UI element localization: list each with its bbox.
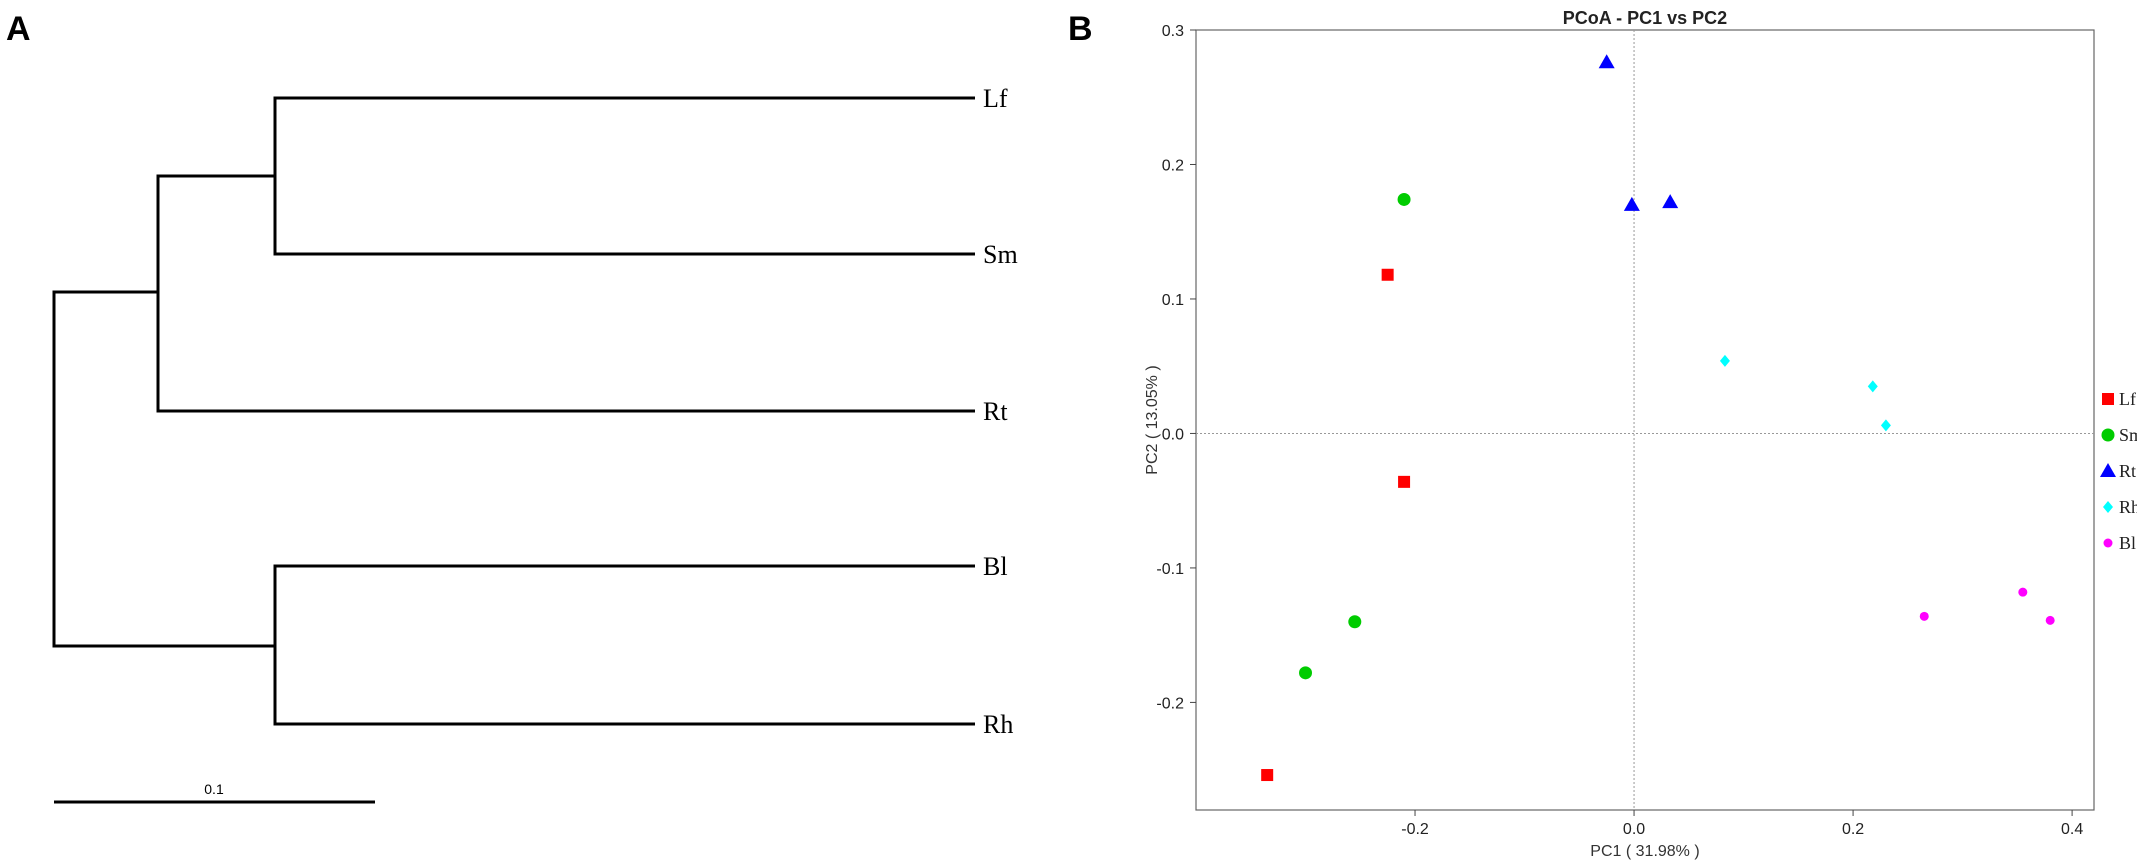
point-sm [1397,192,1411,206]
point-bl [2045,615,2055,625]
plot-area [1195,29,2095,811]
y-axis: -0.2 -0.1 0.0 0.1 0.2 0.3 [1156,23,1196,712]
point-lf [1261,769,1274,782]
legend-label-rt: Rt [2119,461,2136,481]
x-axis-title: PC1 ( 31.98% ) [1590,843,1699,860]
data-points [1261,54,2055,782]
x-tick-label: 0.2 [1842,821,1864,838]
point-lf [1381,268,1394,281]
x-tick-label: 0.0 [1623,821,1645,838]
legend-label-lf: Lf [2119,389,2136,409]
legend-label-bl: Bl [2119,533,2136,553]
scale-bar-label: 0.1 [204,781,224,797]
x-tick-label: 0.4 [2061,821,2083,838]
point-rh [1719,354,1730,367]
point-rt [1598,54,1615,69]
y-axis-title: PC2 ( 13.05% ) [1144,365,1161,474]
legend-label-sm: Sm [2119,425,2137,445]
y-tick-label: 0.0 [1162,426,1184,443]
point-rt [1662,194,1679,209]
legend-label-rh: Rh [2119,497,2137,517]
point-rh [1867,380,1878,393]
point-bl [2018,587,2028,597]
legend-marker-bl [2103,538,2113,548]
point-lf [1398,475,1411,488]
y-tick-label: -0.2 [1156,695,1184,712]
legend-marker-lf [2102,393,2114,405]
legend-marker-rh [2103,501,2113,513]
point-bl [1919,611,1929,621]
x-axis: -0.2 0.0 0.2 0.4 [1401,810,2083,838]
chart-title: PCoA - PC1 vs PC2 [1563,8,1727,28]
y-tick-label: 0.2 [1162,157,1184,174]
leaf-label-sm: Sm [983,240,1018,269]
y-tick-label: -0.1 [1156,561,1184,578]
panel-b-label: B [1068,10,1093,48]
panel-a-label: A [6,10,31,48]
dendrogram: Lf Sm Rt Bl Rh 0.1 [52,84,1018,804]
pcoa-chart: PCoA - PC1 vs PC2 -0.2 0.0 0.2 0.4 -0.2 -0.1… [1144,8,2137,860]
leaf-label-bl: Bl [983,552,1008,581]
leaf-label-lf: Lf [983,84,1008,113]
x-tick-label: -0.2 [1401,821,1429,838]
y-tick-label: 0.1 [1162,292,1184,309]
point-rh [1880,419,1891,432]
leaf-label-rh: Rh [983,710,1013,739]
legend: Lf Sm Rt Rh Bl [2100,389,2137,553]
point-sm [1299,666,1313,680]
legend-marker-sm [2101,428,2115,442]
y-tick-label: 0.3 [1162,23,1184,40]
point-sm [1348,615,1362,629]
leaf-label-rt: Rt [983,397,1008,426]
legend-marker-rt [2100,463,2116,477]
point-rt [1623,196,1640,211]
